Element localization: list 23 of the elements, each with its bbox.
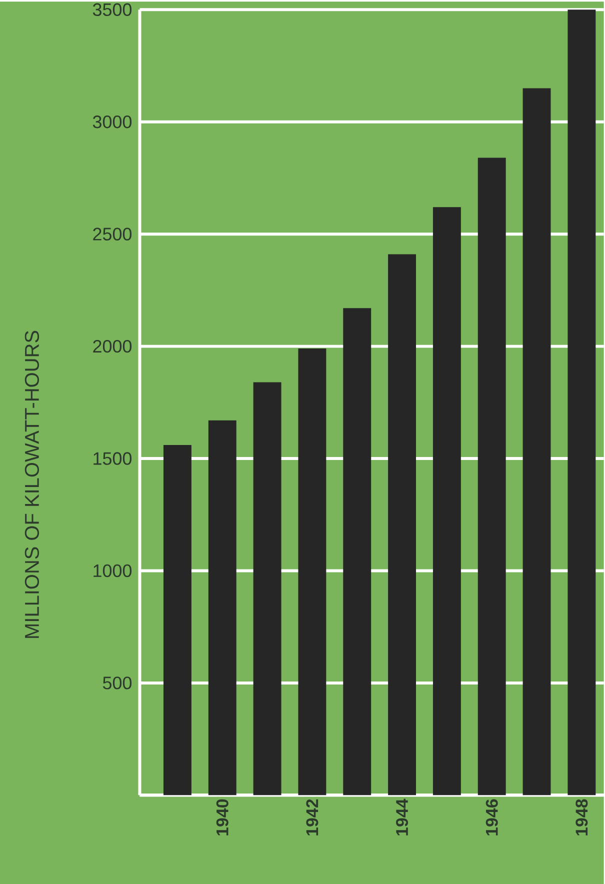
- bar: [478, 158, 506, 796]
- x-tick-label: 1942: [306, 799, 318, 836]
- bar: [253, 382, 282, 796]
- bar: [298, 348, 326, 796]
- y-tick-label: 500: [102, 676, 132, 690]
- bar: [208, 420, 236, 796]
- y-tick-label: 3000: [92, 116, 132, 128]
- bar: [388, 254, 416, 796]
- x-tick-label: 1940: [216, 799, 228, 836]
- bar: [342, 308, 371, 796]
- bar: [163, 445, 192, 796]
- y-tick-label: 2500: [93, 228, 132, 240]
- y-tick-label: 3500: [92, 3, 132, 16]
- x-tick-label: 1944: [396, 798, 408, 836]
- y-tick-label: 1000: [93, 564, 132, 578]
- bar: [522, 88, 551, 796]
- y-tick-label: 1500: [93, 452, 132, 465]
- bar: [432, 207, 461, 796]
- x-tick-label: 1946: [486, 799, 498, 836]
- y-axis-title: MILLIONS OF KILOWATT-HOURS: [24, 330, 39, 638]
- x-tick-label: 1948: [576, 799, 588, 836]
- y-tick-label: 2000: [93, 340, 132, 353]
- bar: [568, 10, 596, 796]
